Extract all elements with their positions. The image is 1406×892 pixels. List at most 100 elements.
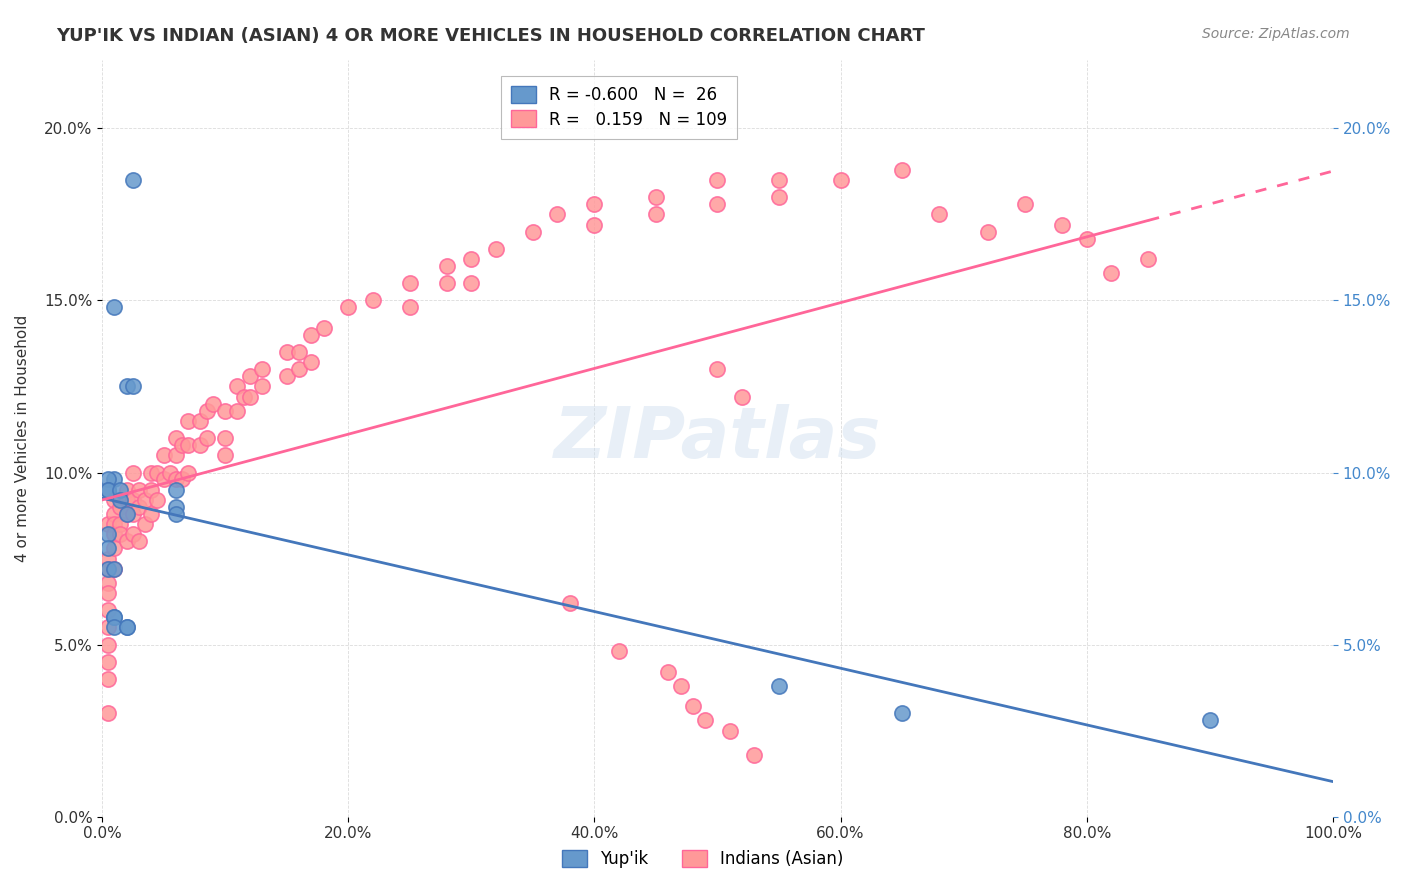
- Point: [695, 713, 717, 727]
- Point: [288, 345, 311, 359]
- Point: [977, 225, 1000, 239]
- Point: [146, 466, 169, 480]
- Point: [239, 390, 262, 404]
- Point: [103, 541, 125, 556]
- Point: [97, 551, 120, 566]
- Point: [152, 472, 174, 486]
- Point: [1198, 713, 1220, 727]
- Point: [436, 259, 458, 273]
- Point: [1050, 218, 1073, 232]
- Point: [97, 638, 120, 652]
- Point: [103, 527, 125, 541]
- Point: [1076, 231, 1098, 245]
- Point: [830, 173, 852, 187]
- Point: [103, 493, 125, 508]
- Point: [134, 493, 156, 508]
- Point: [436, 277, 458, 291]
- Point: [682, 699, 704, 714]
- Point: [115, 483, 138, 497]
- Point: [522, 225, 544, 239]
- Point: [97, 562, 120, 576]
- Point: [299, 327, 322, 342]
- Point: [299, 355, 322, 369]
- Point: [583, 218, 606, 232]
- Point: [768, 679, 790, 693]
- Point: [312, 321, 335, 335]
- Point: [121, 507, 143, 521]
- Point: [744, 747, 766, 762]
- Point: [97, 575, 120, 590]
- Point: [115, 620, 138, 634]
- Point: [460, 277, 482, 291]
- Point: [583, 197, 606, 211]
- Point: [97, 620, 120, 634]
- Point: [1137, 252, 1160, 267]
- Point: [165, 472, 187, 486]
- Point: [337, 301, 360, 315]
- Point: [159, 466, 181, 480]
- Point: [891, 162, 914, 177]
- Text: YUP'IK VS INDIAN (ASIAN) 4 OR MORE VEHICLES IN HOUSEHOLD CORRELATION CHART: YUP'IK VS INDIAN (ASIAN) 4 OR MORE VEHIC…: [56, 27, 925, 45]
- Point: [97, 706, 120, 721]
- Point: [146, 493, 169, 508]
- Point: [115, 534, 138, 549]
- Point: [97, 562, 120, 576]
- Point: [644, 207, 666, 221]
- Point: [115, 379, 138, 393]
- Point: [250, 362, 273, 376]
- Point: [97, 541, 120, 556]
- Point: [288, 362, 311, 376]
- Text: ZIPatlas: ZIPatlas: [554, 403, 882, 473]
- Point: [190, 414, 212, 428]
- Point: [177, 438, 200, 452]
- Point: [97, 517, 120, 532]
- Text: Source: ZipAtlas.com: Source: ZipAtlas.com: [1202, 27, 1350, 41]
- Point: [121, 466, 143, 480]
- Point: [128, 483, 150, 497]
- Point: [485, 242, 508, 256]
- Point: [706, 173, 728, 187]
- Legend: R = -0.600   N =  26, R =   0.159   N = 109: R = -0.600 N = 26, R = 0.159 N = 109: [501, 76, 737, 138]
- Point: [103, 301, 125, 315]
- Point: [165, 448, 187, 462]
- Point: [110, 483, 132, 497]
- Point: [706, 362, 728, 376]
- Point: [128, 534, 150, 549]
- Point: [103, 562, 125, 576]
- Point: [232, 390, 254, 404]
- Point: [361, 293, 384, 308]
- Point: [121, 379, 143, 393]
- Point: [110, 527, 132, 541]
- Point: [250, 379, 273, 393]
- Point: [226, 403, 249, 417]
- Point: [195, 431, 218, 445]
- Point: [165, 500, 187, 514]
- Point: [103, 472, 125, 486]
- Point: [152, 448, 174, 462]
- Point: [141, 483, 163, 497]
- Point: [103, 507, 125, 521]
- Point: [644, 190, 666, 204]
- Point: [276, 345, 298, 359]
- Legend: Yup'ik, Indians (Asian): Yup'ik, Indians (Asian): [555, 843, 851, 875]
- Point: [768, 173, 790, 187]
- Point: [121, 527, 143, 541]
- Point: [115, 507, 138, 521]
- Point: [97, 655, 120, 669]
- Point: [103, 610, 125, 624]
- Point: [177, 414, 200, 428]
- Point: [103, 610, 125, 624]
- Point: [558, 596, 581, 610]
- Point: [103, 620, 125, 634]
- Point: [97, 586, 120, 600]
- Point: [110, 493, 132, 508]
- Point: [165, 431, 187, 445]
- Point: [121, 173, 143, 187]
- Point: [97, 472, 120, 486]
- Point: [134, 517, 156, 532]
- Point: [669, 679, 692, 693]
- Point: [177, 466, 200, 480]
- Point: [170, 472, 193, 486]
- Point: [239, 369, 262, 384]
- Point: [768, 190, 790, 204]
